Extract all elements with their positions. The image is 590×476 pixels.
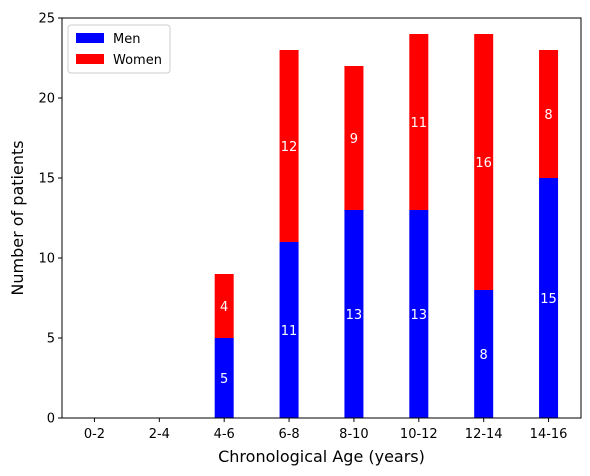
bar-men-4-6: [214, 338, 234, 418]
bar-men-8-10: [344, 210, 364, 418]
bars-layer: [214, 34, 559, 418]
x-tick-label: 8-10: [339, 427, 369, 442]
x-axis-label: Chronological Age (years): [218, 447, 425, 466]
bar-label-women-10-12: 11: [411, 116, 428, 131]
x-tick-label: 0-2: [84, 427, 105, 442]
bar-women-4-6: [214, 274, 234, 338]
plot-frame: [61, 17, 582, 419]
bar-label-women-8-10: 9: [350, 132, 358, 147]
bar-label-men-6-8: 11: [281, 324, 298, 339]
legend-swatch-women: [76, 54, 104, 64]
bar-women-6-8: [279, 50, 299, 242]
bar-label-women-14-16: 8: [544, 108, 552, 123]
x-tick-label: 2-4: [149, 427, 170, 442]
legend-swatch-men: [76, 33, 104, 43]
legend: Men Women: [67, 24, 171, 74]
bar-label-men-4-6: 5: [220, 372, 228, 387]
legend-label-men: Men: [113, 32, 140, 47]
bar-label-women-6-8: 12: [281, 140, 298, 155]
y-tick-label: 20: [38, 92, 55, 107]
bar-men-6-8: [279, 242, 299, 418]
x-tick-label: 14-16: [530, 427, 568, 442]
y-tick-label: 15: [38, 172, 55, 187]
x-tick-label: 10-12: [400, 427, 438, 442]
bar-women-12-14: [474, 34, 494, 290]
y-axis-label: Number of patients: [8, 140, 27, 295]
x-tick-label: 6-8: [278, 427, 299, 442]
y-axis: 0 5 10 15 20 25: [38, 12, 62, 427]
bar-women-10-12: [409, 34, 429, 210]
bar-women-8-10: [344, 66, 364, 210]
y-tick-label: 0: [47, 412, 55, 427]
x-axis: 0-2 2-4 4-6 6-8 8-10 10-12 12-14 14-16: [84, 418, 568, 442]
bar-men-12-14: [474, 290, 494, 418]
y-tick-label: 5: [47, 332, 55, 347]
x-tick-label: 4-6: [214, 427, 235, 442]
y-tick-label: 10: [38, 252, 55, 267]
legend-label-women: Women: [113, 53, 162, 68]
bar-label-women-12-14: 16: [475, 156, 492, 171]
bar-label-men-10-12: 13: [411, 308, 428, 323]
y-tick-label: 25: [38, 12, 55, 27]
bar-label-men-12-14: 8: [480, 348, 488, 363]
bar-label-women-4-6: 4: [220, 300, 228, 315]
bar-label-men-8-10: 13: [346, 308, 363, 323]
bar-men-14-16: [539, 178, 559, 418]
bar-men-10-12: [409, 210, 429, 418]
bar-label-men-14-16: 15: [540, 292, 557, 307]
x-tick-label: 12-14: [465, 427, 503, 442]
bar-women-14-16: [539, 50, 559, 178]
